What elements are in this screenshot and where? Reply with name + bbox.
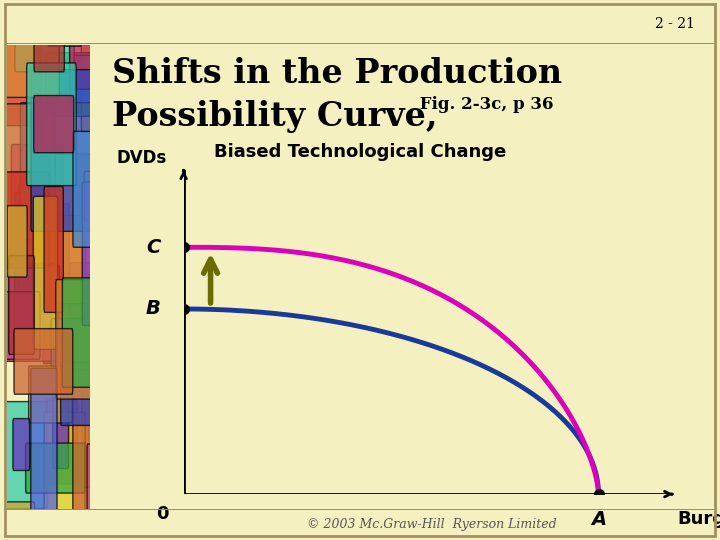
FancyBboxPatch shape [7,206,27,277]
FancyBboxPatch shape [20,103,43,240]
FancyBboxPatch shape [3,502,35,540]
FancyBboxPatch shape [34,0,64,72]
FancyBboxPatch shape [0,0,59,97]
FancyBboxPatch shape [15,2,74,72]
FancyBboxPatch shape [9,255,35,354]
FancyBboxPatch shape [45,53,95,116]
FancyBboxPatch shape [12,0,52,24]
Text: 2 - 21: 2 - 21 [655,17,695,31]
FancyBboxPatch shape [70,263,129,330]
FancyBboxPatch shape [0,402,48,509]
FancyBboxPatch shape [78,0,94,37]
FancyBboxPatch shape [73,370,124,526]
FancyBboxPatch shape [82,182,140,326]
FancyBboxPatch shape [52,204,69,281]
FancyBboxPatch shape [50,154,103,303]
FancyBboxPatch shape [31,368,57,527]
FancyBboxPatch shape [43,274,90,363]
Text: Shifts in the Production: Shifts in the Production [112,57,562,90]
FancyBboxPatch shape [51,319,102,383]
FancyBboxPatch shape [70,0,92,89]
FancyBboxPatch shape [55,280,95,399]
FancyBboxPatch shape [96,364,112,496]
FancyBboxPatch shape [40,215,86,322]
Text: B: B [146,300,161,319]
FancyBboxPatch shape [71,56,122,103]
Text: Burgers: Burgers [678,510,720,528]
FancyBboxPatch shape [5,292,40,359]
Text: C: C [147,238,161,256]
FancyBboxPatch shape [89,287,125,441]
Text: A: A [591,510,606,529]
FancyBboxPatch shape [29,366,72,423]
FancyBboxPatch shape [27,63,76,186]
FancyBboxPatch shape [46,400,78,484]
FancyBboxPatch shape [12,145,63,268]
FancyBboxPatch shape [19,185,51,287]
FancyBboxPatch shape [66,58,99,112]
FancyBboxPatch shape [95,0,130,28]
Text: DVDs: DVDs [117,149,167,167]
FancyBboxPatch shape [73,131,132,247]
FancyBboxPatch shape [44,413,85,529]
Text: 0: 0 [156,505,169,523]
FancyBboxPatch shape [34,96,73,153]
FancyBboxPatch shape [53,389,68,469]
FancyBboxPatch shape [48,0,81,46]
FancyBboxPatch shape [31,70,92,231]
FancyBboxPatch shape [26,443,85,493]
FancyBboxPatch shape [63,278,114,387]
FancyBboxPatch shape [14,329,73,394]
FancyBboxPatch shape [6,0,42,126]
FancyBboxPatch shape [84,171,142,220]
Text: © 2003 Mc.Graw-Hill  Ryerson Limited: © 2003 Mc.Graw-Hill Ryerson Limited [307,518,557,531]
FancyBboxPatch shape [44,186,63,313]
FancyBboxPatch shape [14,193,51,329]
FancyBboxPatch shape [91,366,117,489]
FancyBboxPatch shape [93,97,109,180]
FancyBboxPatch shape [5,265,60,361]
FancyBboxPatch shape [81,19,111,132]
FancyBboxPatch shape [13,418,30,470]
FancyBboxPatch shape [22,0,83,23]
Text: Biased Technological Change: Biased Technological Change [214,143,506,161]
FancyBboxPatch shape [58,0,84,31]
Text: Possibility Curve,: Possibility Curve, [112,100,437,133]
FancyBboxPatch shape [81,387,111,487]
FancyBboxPatch shape [60,362,114,426]
FancyBboxPatch shape [87,444,129,529]
Text: Fig. 2-3c, p 36: Fig. 2-3c, p 36 [414,96,554,112]
FancyBboxPatch shape [96,0,142,104]
FancyBboxPatch shape [1,104,55,264]
FancyBboxPatch shape [33,197,58,349]
FancyBboxPatch shape [1,172,49,268]
